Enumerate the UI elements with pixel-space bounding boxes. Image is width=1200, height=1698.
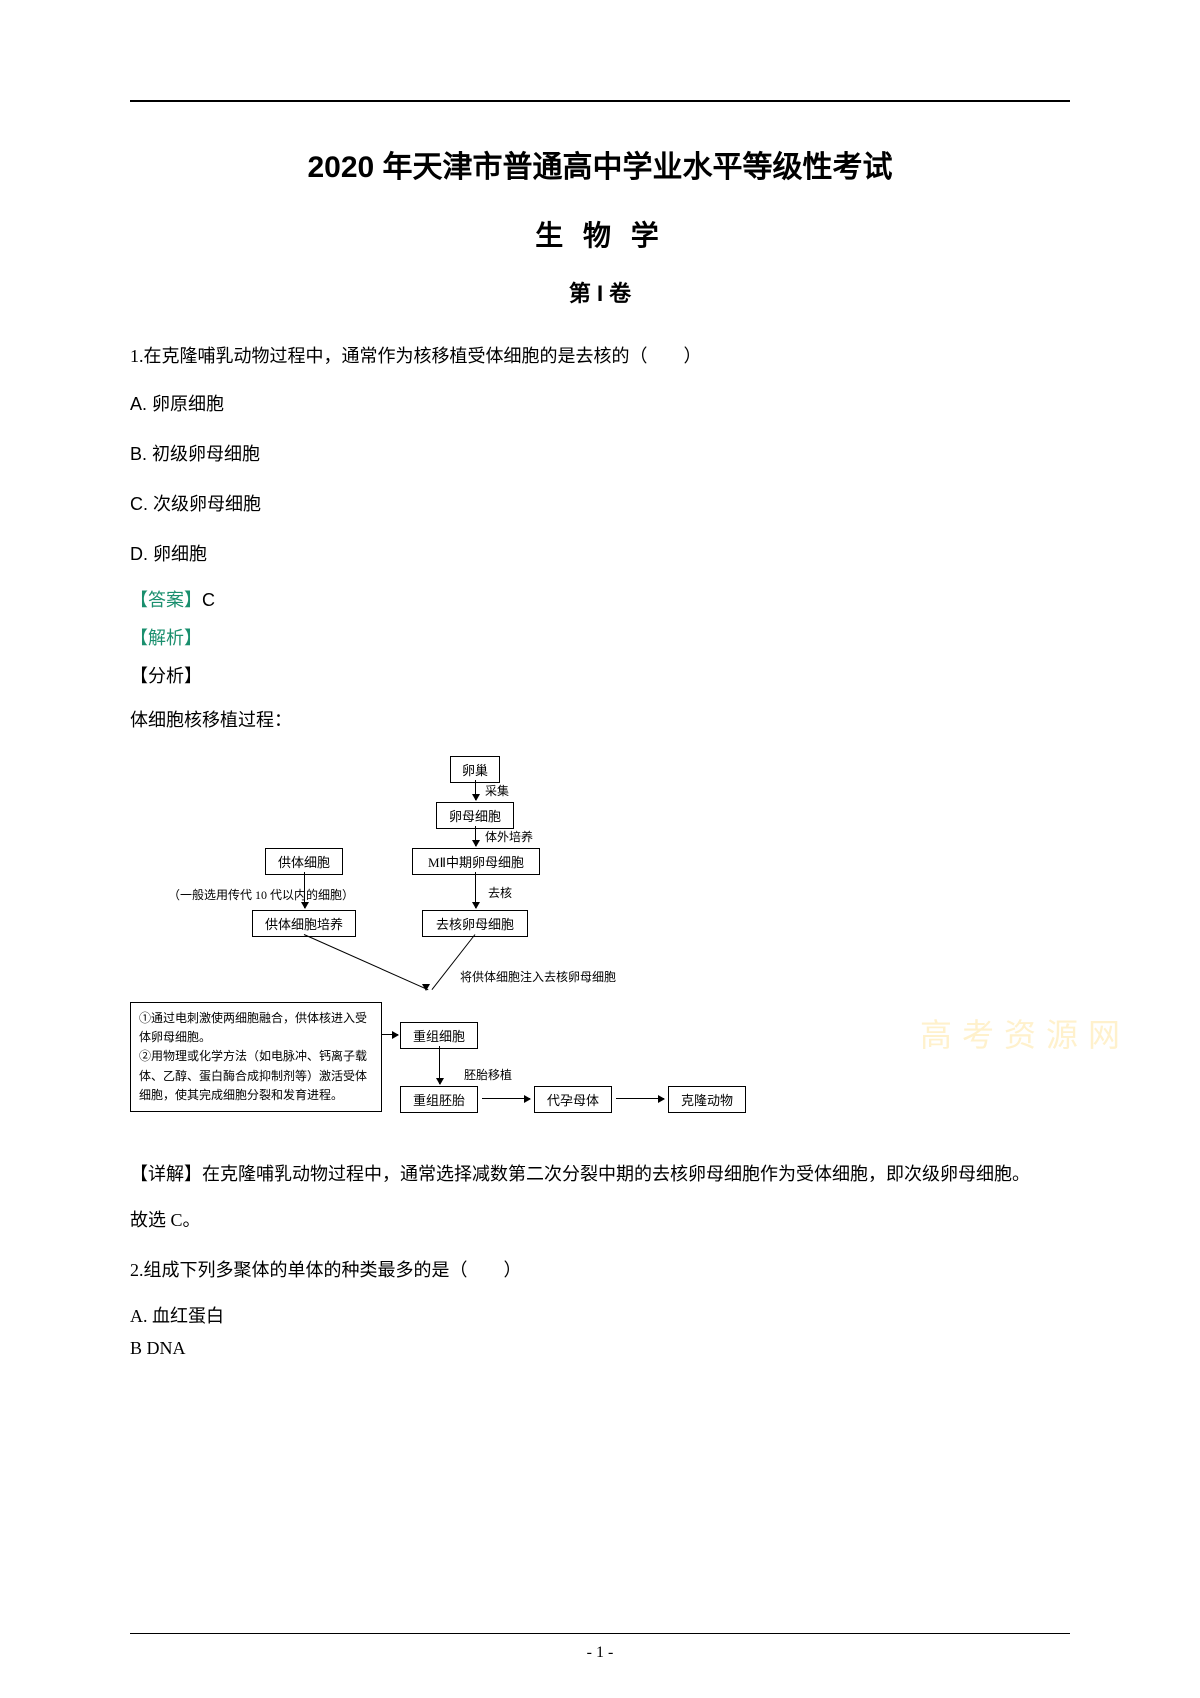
node-ovary: 卵巢 [450, 756, 500, 783]
arrow [616, 1098, 664, 1099]
arrow [304, 872, 305, 908]
arrow [482, 1098, 530, 1099]
subject-title: 生 物 学 [130, 214, 1070, 254]
node-enuc-egg: 去核卵母细胞 [422, 910, 528, 937]
node-mii: MⅡ中期卵母细胞 [412, 848, 540, 875]
arrow [475, 780, 476, 800]
q2-option-a: A. 血红蛋白 [130, 1300, 1070, 1332]
q1-fenxi-label: 【分析】 [130, 662, 1070, 688]
note-box: ①通过电刺激使两细胞融合，供体核进入受体卵母细胞。②用物理或化学方法（如电脉冲、… [130, 1002, 382, 1112]
flowchart-diagram: 卵巢 采集 卵母细胞 体外培养 供体细胞 MⅡ中期卵母细胞 （一般选用传代 10… [130, 756, 770, 1136]
edge-invitro: 体外培养 [485, 828, 533, 845]
q1-option-b: B. 初级卵母细胞 [130, 436, 1070, 472]
answer-label: 【答案】 [130, 590, 202, 610]
node-donor: 供体细胞 [265, 848, 343, 875]
top-rule [130, 100, 1070, 102]
node-recomb: 重组细胞 [400, 1022, 478, 1049]
footer-rule [130, 1633, 1070, 1634]
edge-inject: 将供体细胞注入去核卵母细胞 [460, 968, 616, 985]
main-title: 2020 年天津市普通高中学业水平等级性考试 [130, 142, 1070, 186]
q2-stem: 2.组成下列多聚体的单体的种类最多的是（ ） [130, 1252, 1070, 1288]
node-embryo: 重组胚胎 [400, 1086, 478, 1113]
q1-fenxi-text: 体细胞核移植过程： [130, 702, 1070, 738]
arrowhead [422, 984, 430, 991]
analysis-label: 【解析】 [130, 628, 202, 648]
q1-conclusion: 故选 C。 [130, 1202, 1070, 1238]
node-clone: 克隆动物 [668, 1086, 746, 1113]
section-title: 第 I 卷 [130, 276, 1070, 308]
watermark: 高考资源网 [920, 1010, 1130, 1056]
q1-option-a: A. 卵原细胞 [130, 386, 1070, 422]
arrow [475, 826, 476, 846]
q1-option-d: D. 卵细胞 [130, 536, 1070, 572]
node-surrogate: 代孕母体 [534, 1086, 612, 1113]
detail-text: 在克隆哺乳动物过程中，通常选择减数第二次分裂中期的去核卵母细胞作为受体细胞，即次… [202, 1164, 1030, 1184]
arrow [382, 1034, 398, 1035]
arrow [439, 1046, 440, 1084]
q1-detail: 【详解】在克隆哺乳动物过程中，通常选择减数第二次分裂中期的去核卵母细胞作为受体细… [130, 1156, 1070, 1192]
q1-analysis-label: 【解析】 [130, 624, 1070, 650]
note-generation: （一般选用传代 10 代以内的细胞） [168, 886, 354, 903]
node-egg-mother: 卵母细胞 [436, 802, 514, 829]
diag-line [304, 934, 429, 990]
arrow [475, 872, 476, 908]
edge-transfer: 胚胎移植 [464, 1066, 512, 1083]
q1-stem: 1.在克隆哺乳动物过程中，通常作为核移植受体细胞的是去核的（ ） [130, 338, 1070, 374]
note-box-text: ①通过电刺激使两细胞融合，供体核进入受体卵母细胞。②用物理或化学方法（如电脉冲、… [139, 1011, 367, 1102]
node-culture: 供体细胞培养 [252, 910, 356, 937]
diagram-container: 卵巢 采集 卵母细胞 体外培养 供体细胞 MⅡ中期卵母细胞 （一般选用传代 10… [130, 756, 1070, 1136]
q1-answer: 【答案】C [130, 586, 1070, 612]
q1-option-c: C. 次级卵母细胞 [130, 486, 1070, 522]
edge-enuc: 去核 [488, 884, 512, 901]
answer-value: C [202, 590, 215, 610]
page-number: - 1 - [0, 1644, 1200, 1662]
edge-collect: 采集 [485, 782, 509, 799]
q2-option-b: B DNA [130, 1332, 1070, 1364]
detail-label: 【详解】 [130, 1164, 202, 1184]
